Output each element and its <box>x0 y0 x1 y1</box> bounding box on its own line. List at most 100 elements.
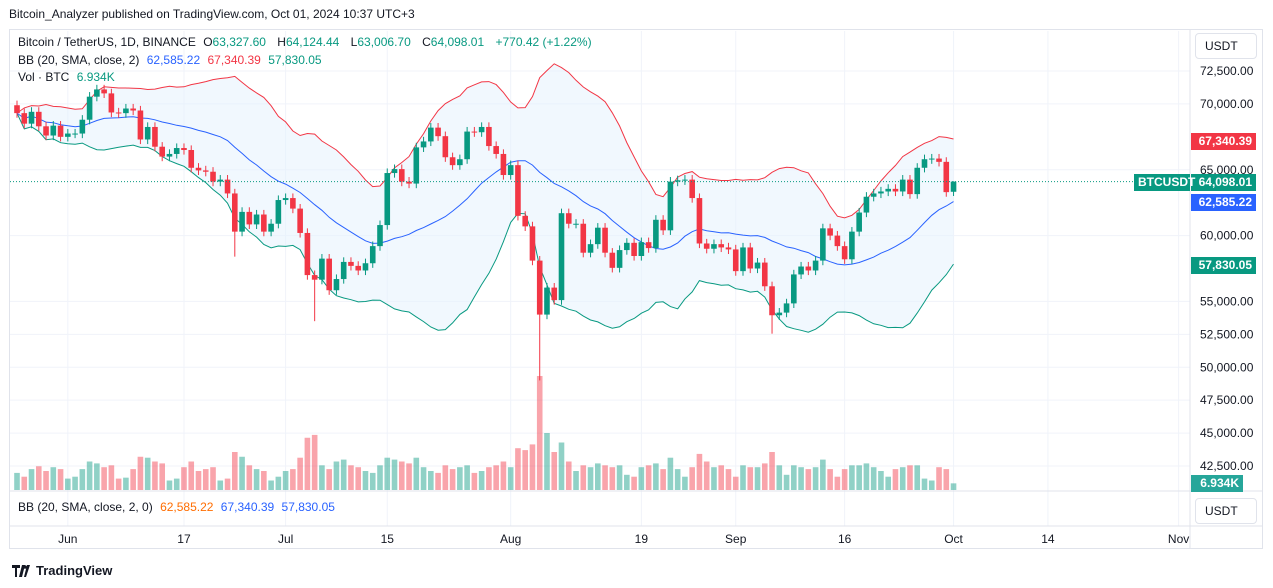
volume-bar <box>725 469 732 490</box>
volume-bar <box>580 465 587 490</box>
candle-body <box>740 247 746 272</box>
volume-bar <box>536 376 543 490</box>
time-tick-label: 19 <box>635 532 649 546</box>
volume-bar <box>35 466 42 490</box>
volume-bar <box>261 471 267 490</box>
currency-button[interactable]: USDT <box>1195 33 1257 59</box>
volume-bar <box>696 453 703 490</box>
volume-bar <box>595 463 601 490</box>
bb-label[interactable]: BB (20, SMA, close, 2) <box>18 53 140 67</box>
volume-bar <box>769 452 775 490</box>
volume-bar <box>515 448 521 490</box>
candle-body <box>355 265 362 271</box>
volume-bar <box>892 469 899 490</box>
candle-body <box>493 146 499 154</box>
ind-label[interactable]: BB (20, SMA, close, 2, 0) <box>18 500 153 514</box>
volume-bar <box>282 471 289 490</box>
candle-body <box>202 170 209 172</box>
candle-body <box>551 287 558 301</box>
candle-body <box>297 208 303 233</box>
vol-label[interactable]: Vol · BTC <box>18 70 70 84</box>
candle-body <box>515 165 521 216</box>
volume-bar <box>210 467 216 490</box>
candle-body <box>232 193 238 232</box>
volume-bar <box>239 456 245 490</box>
vol-legend: Vol · BTC 6.934K <box>18 70 119 84</box>
candle-body <box>43 126 49 136</box>
candle-body <box>674 180 681 182</box>
candle-body <box>398 169 405 182</box>
time-tick-label: 16 <box>838 532 852 546</box>
candle-body <box>529 226 536 261</box>
volume-bar <box>355 467 362 490</box>
candle-body <box>253 214 260 225</box>
volume-bar <box>319 465 325 490</box>
volume-bar <box>478 471 485 490</box>
tradingview-logo[interactable]: TradingView <box>12 563 112 578</box>
candle-body <box>115 112 122 114</box>
volume-bar <box>653 463 659 490</box>
volume-bar <box>863 463 870 490</box>
volume-bar <box>340 459 347 490</box>
time-tick-label: Sep <box>725 532 747 546</box>
symbol-title[interactable]: Bitcoin / TetherUS, 1D, BINANCE <box>18 35 196 49</box>
volume-bar <box>689 467 695 490</box>
candle-body <box>703 243 710 249</box>
candle-body <box>246 211 253 225</box>
volume-bar <box>137 456 144 490</box>
candle-body <box>304 232 311 276</box>
volume-bar <box>14 472 20 490</box>
candle-body <box>57 125 64 137</box>
candle-body <box>275 200 282 224</box>
bb-legend: BB (20, SMA, close, 2) 62,585.22 67,340.… <box>18 53 326 67</box>
candle-body <box>660 219 666 231</box>
volume-bar <box>304 437 311 490</box>
ind-basis: 62,585.22 <box>160 500 214 514</box>
vol-value: 6.934K <box>76 70 115 84</box>
volume-bar <box>791 465 797 490</box>
candle-body <box>166 153 173 157</box>
candle-body <box>35 111 42 127</box>
price-tick-label: 47,500.00 <box>1200 393 1254 407</box>
volume-bar <box>834 476 841 490</box>
volume-bar <box>645 465 652 490</box>
candle-body <box>428 127 434 142</box>
volume-bar <box>486 467 492 490</box>
volume-bar <box>870 467 877 490</box>
volume-bar <box>703 461 710 490</box>
candle-body <box>580 223 587 253</box>
volume-bar <box>398 461 405 490</box>
candle-body <box>878 191 884 194</box>
candle-body <box>413 147 420 184</box>
volume-bar <box>747 467 754 490</box>
volume-bar <box>152 461 158 490</box>
volume-bar <box>878 471 884 490</box>
bb-lower-line <box>16 112 954 333</box>
candle-body <box>544 287 550 315</box>
volume-bar <box>507 467 514 490</box>
bb-basis-value: 62,585.22 <box>146 53 201 67</box>
volume-bar <box>246 465 253 490</box>
volume-bar <box>290 469 296 490</box>
candle-body <box>616 250 623 268</box>
candle-body <box>653 219 659 249</box>
candle-body <box>573 223 579 225</box>
volume-bar <box>849 465 855 490</box>
candle-body <box>406 181 412 184</box>
candle-body <box>471 131 478 133</box>
volume-bar <box>50 467 57 490</box>
candle-body <box>776 312 783 316</box>
volume-bar <box>28 469 35 490</box>
volume-bar <box>65 478 71 490</box>
indicator-currency-button[interactable]: USDT <box>1195 498 1257 524</box>
candle-body <box>144 126 151 140</box>
candle-body <box>907 179 913 195</box>
candle-body <box>391 169 398 174</box>
candle-body <box>732 249 739 272</box>
candle-body <box>631 242 637 256</box>
candle-body <box>928 158 935 160</box>
candle-body <box>152 126 158 147</box>
candle-body <box>311 275 318 280</box>
volume-bar <box>493 465 499 490</box>
